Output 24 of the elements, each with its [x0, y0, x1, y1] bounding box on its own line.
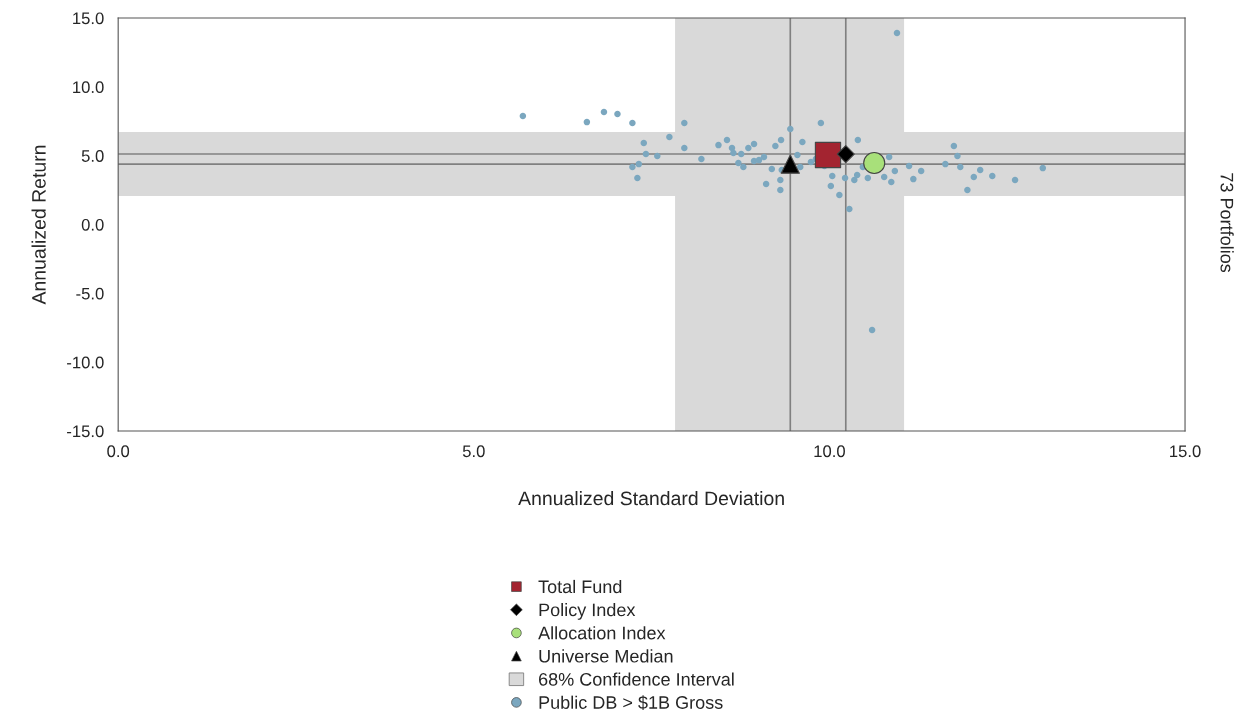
y-tick-label: -15.0	[67, 425, 104, 438]
x-tick-label: 10.0	[814, 445, 845, 458]
y-tick-label: 5.0	[81, 150, 104, 162]
point	[814, 141, 842, 169]
y-tick-label: 10.0	[73, 81, 104, 94]
y-tick-label: -5.0	[76, 287, 104, 300]
point	[780, 154, 800, 174]
x-axis-title: Annualized Standard Deviation	[518, 491, 784, 506]
text: 73 Portfolios	[1220, 173, 1234, 273]
x-tick-label: 0.0	[107, 445, 130, 458]
y-tick-label: 15.0	[73, 12, 104, 25]
legend-label: Public DB > $1B Gross	[539, 695, 723, 710]
point	[836, 144, 855, 164]
legend-label: Total Fund	[538, 579, 622, 594]
y-tick-label: -10.0	[67, 356, 104, 369]
legend-label: Policy Index	[539, 603, 636, 620]
y-tick-label: 0.0	[81, 218, 104, 231]
point	[863, 151, 886, 175]
x-tick-label: 15.0	[1170, 445, 1201, 458]
y-axis-title: Annualized Return	[31, 145, 46, 305]
legend-label: Allocation Index	[538, 626, 666, 640]
x-tick-label: 5.0	[462, 445, 485, 458]
legend-label: 68% Confidence Interval	[539, 672, 734, 686]
legend-label: Universe Median	[539, 649, 673, 663]
